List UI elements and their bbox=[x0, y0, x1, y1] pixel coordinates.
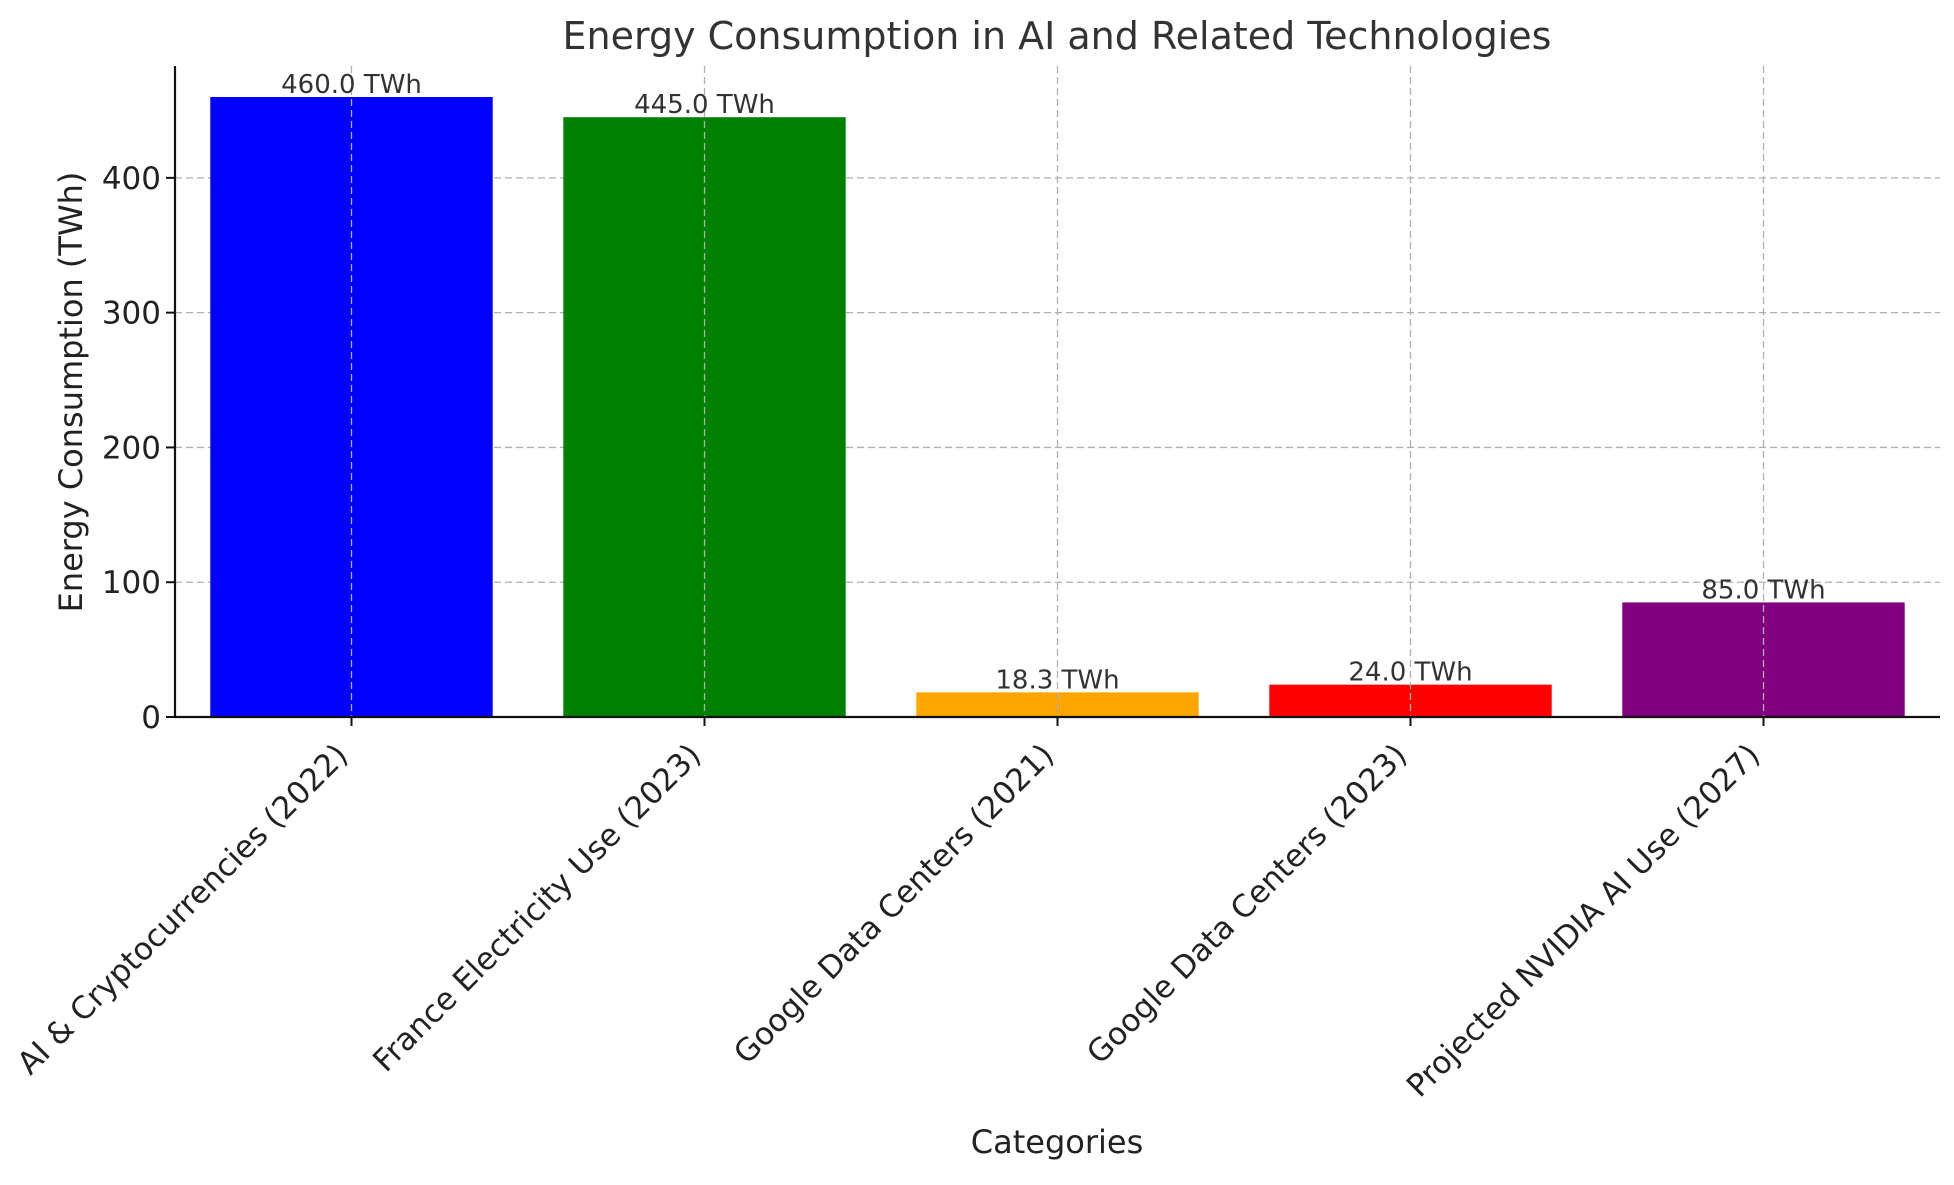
y-tick-label: 200 bbox=[102, 430, 161, 466]
x-tick-label: Projected NVIDIA AI Use (2027) bbox=[1400, 737, 1767, 1104]
y-tick-label: 300 bbox=[102, 296, 161, 332]
y-axis-label: Energy Consumption (TWh) bbox=[52, 172, 90, 613]
bar-value-label: 24.0 TWh bbox=[1348, 658, 1472, 688]
x-tick-label: AI & Cryptocurrencies (2022) bbox=[11, 737, 356, 1082]
bar-value-label: 460.0 TWh bbox=[281, 70, 422, 100]
axes bbox=[166, 66, 1940, 726]
chart-title: Energy Consumption in AI and Related Tec… bbox=[563, 14, 1552, 58]
bar-value-label: 18.3 TWh bbox=[995, 665, 1119, 695]
vertical-grid-overlay bbox=[350, 66, 1765, 717]
bar bbox=[1269, 684, 1552, 717]
x-tick-label: Google Data Centers (2023) bbox=[1080, 737, 1414, 1071]
data-labels: 460.0 TWh 445.0 TWh 18.3 TWh 24.0 TWh 85.0 T… bbox=[281, 70, 1826, 695]
y-tick-label: 400 bbox=[102, 161, 161, 197]
y-tick-label: 0 bbox=[141, 700, 161, 736]
x-tick-label: Google Data Centers (2021) bbox=[727, 737, 1061, 1071]
x-tick-label: France Electricity Use (2023) bbox=[366, 737, 708, 1079]
x-axis-label: Categories bbox=[971, 1123, 1143, 1161]
y-tick-label: 100 bbox=[102, 565, 161, 601]
bar-value-label: 445.0 TWh bbox=[634, 90, 775, 120]
bar-value-label: 85.0 TWh bbox=[1701, 575, 1825, 605]
